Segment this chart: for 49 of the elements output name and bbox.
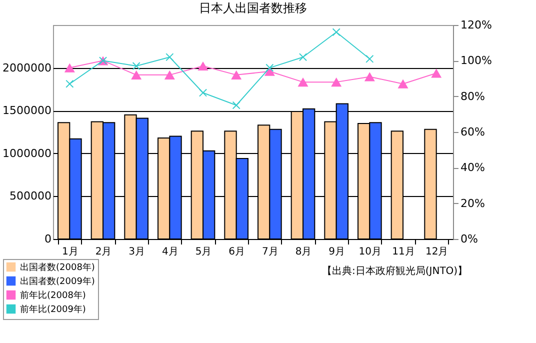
point [266, 64, 274, 72]
point [398, 79, 408, 88]
legend-label: 前年比(2009年) [20, 304, 86, 315]
point [231, 70, 242, 80]
x-tick-label: 7月 [262, 246, 278, 258]
legend-label: 前年比(2008年) [20, 290, 86, 301]
y2-tick-label: 100% [460, 54, 492, 68]
point [431, 68, 442, 78]
x-tick-label: 8月 [295, 246, 312, 258]
x-tick-label: 9月 [328, 246, 346, 258]
y2-tick-label: 60% [460, 126, 485, 138]
y-tick-label: 2000000 [2, 61, 52, 74]
x-tick-label: 12月 [425, 246, 448, 258]
point [164, 70, 175, 80]
text: 【出典:日本政府観光局(JNTO)】 [322, 264, 468, 278]
legend-label: 出国者数(2009年) [20, 276, 95, 287]
y2-tick-label: 0% [460, 232, 478, 246]
y2-tick-label: 40% [460, 161, 485, 174]
point [64, 63, 75, 72]
y2-tick-label: 80% [460, 90, 485, 103]
point [198, 61, 208, 71]
point [66, 80, 74, 88]
point [332, 28, 340, 36]
point [166, 53, 174, 62]
point [298, 78, 308, 87]
point [131, 70, 142, 80]
point [198, 88, 208, 97]
legend-label: 出国者数(2008年) [20, 262, 95, 273]
x-tick-label: 11月 [392, 246, 415, 258]
y2-tick-label: 20% [460, 196, 485, 210]
y-tick-label: 1000000 [2, 146, 52, 160]
chart-title: 日本人出国者数推移 [199, 1, 307, 15]
point [331, 78, 342, 87]
x-tick-label: 1月 [62, 246, 78, 258]
point [132, 62, 140, 70]
x-tick-label: 3月 [128, 246, 146, 258]
x-tick-label: 10月 [358, 246, 382, 258]
x-tick-label: 4月 [162, 246, 178, 258]
y2-tick-label: 120% [460, 18, 492, 32]
x-tick-label: 6月 [228, 246, 246, 258]
point [366, 54, 374, 63]
y-tick-label: 1500000 [2, 104, 52, 118]
point [232, 101, 240, 110]
x-tick-label: 5月 [195, 246, 212, 258]
point [298, 53, 308, 62]
y-tick-label: 0 [44, 232, 52, 246]
y-tick-label: 500000 [10, 190, 52, 203]
point [364, 72, 375, 82]
x-tick-label: 2月 [95, 246, 112, 258]
